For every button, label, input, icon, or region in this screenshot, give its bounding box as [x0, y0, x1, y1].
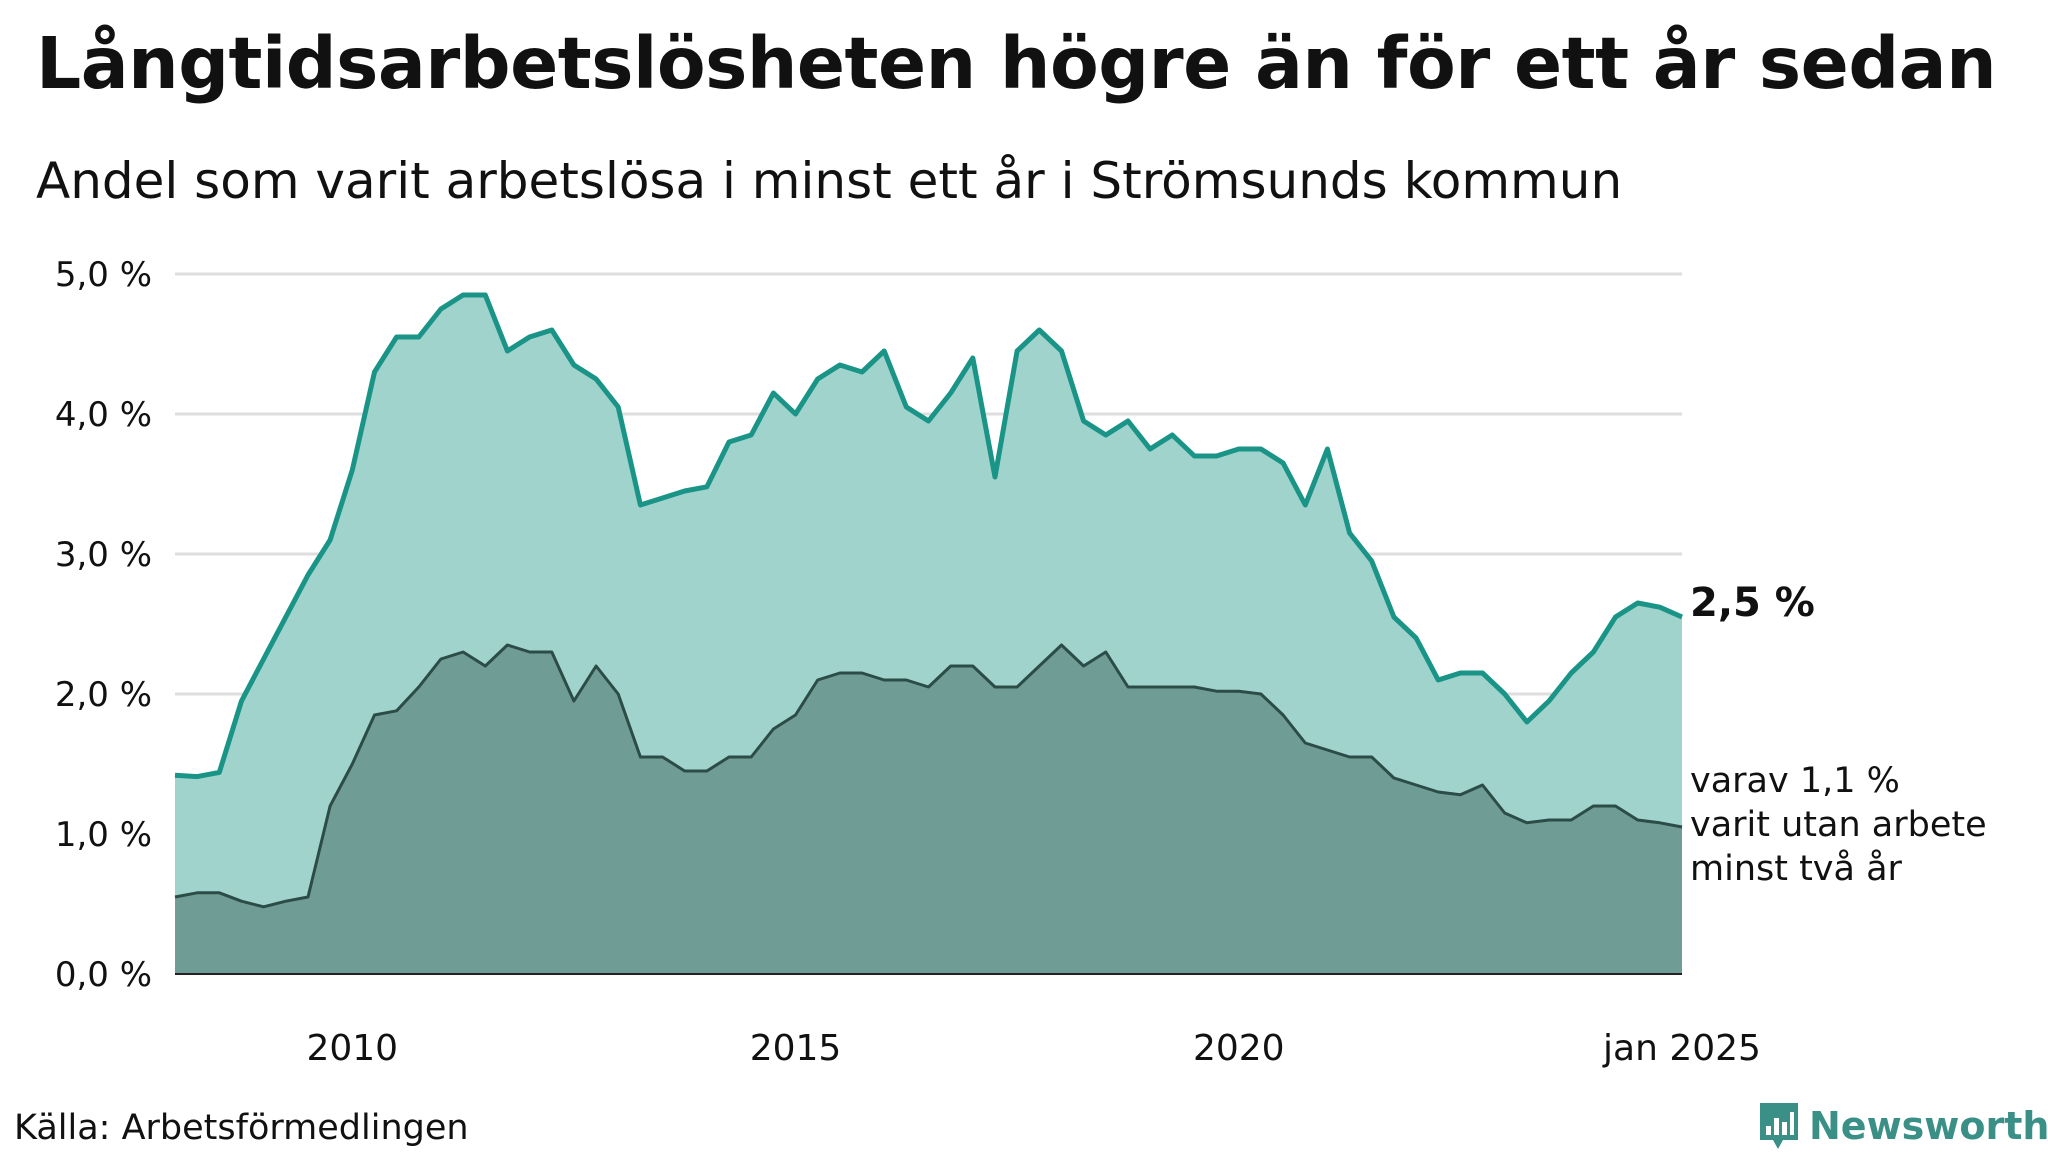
y-axis-ticks: 0,0 % 1,0 % 2,0 % 3,0 % 4,0 % 5,0 %	[55, 255, 152, 995]
end-label-upper: 2,5 %	[1690, 580, 1815, 626]
end-label-lower-line-1: varav 1,1 %	[1690, 761, 1900, 801]
y-tick-label: 4,0 %	[55, 395, 152, 435]
x-axis-ticks: 2010 2015 2020 jan 2025	[306, 1028, 1760, 1069]
x-tick-label: jan 2025	[1602, 1028, 1761, 1069]
source-note: Källa: Arbetsförmedlingen	[14, 1108, 469, 1148]
x-tick-label: 2020	[1193, 1028, 1285, 1069]
end-label-lower-line-3: minst två år	[1690, 848, 1903, 889]
brand-name: Newsworthy	[1809, 1104, 2048, 1148]
y-tick-label: 0,0 %	[55, 955, 152, 995]
chart-subtitle: Andel som varit arbetslösa i minst ett å…	[36, 152, 1623, 210]
y-tick-label: 2,0 %	[55, 675, 152, 715]
end-label-lower-line-2: varit utan arbete	[1690, 805, 1987, 845]
brand-logo[interactable]: Newsworthy	[1757, 1098, 2048, 1154]
x-tick-label: 2010	[306, 1028, 398, 1069]
area-chart: 0,0 %1,0 %2,0 %3,0 %4,0 %5,0 % 2010 2015 2…	[55, 255, 1987, 1069]
series-line-lower	[174, 643, 1683, 909]
y-tick-label: 1,0 %	[55, 815, 152, 855]
y-tick-label: 3,0 %	[55, 535, 152, 575]
x-tick-label: 2015	[750, 1028, 842, 1069]
chart-areas	[174, 292, 1684, 975]
y-tick-label: 5,0 %	[55, 255, 152, 295]
series-area-lower	[175, 645, 1682, 974]
series-line-upper	[174, 292, 1684, 780]
newsworthy-logo-icon	[1760, 1103, 1798, 1149]
chart-title: Långtidsarbetslösheten högre än för ett …	[36, 22, 1997, 105]
